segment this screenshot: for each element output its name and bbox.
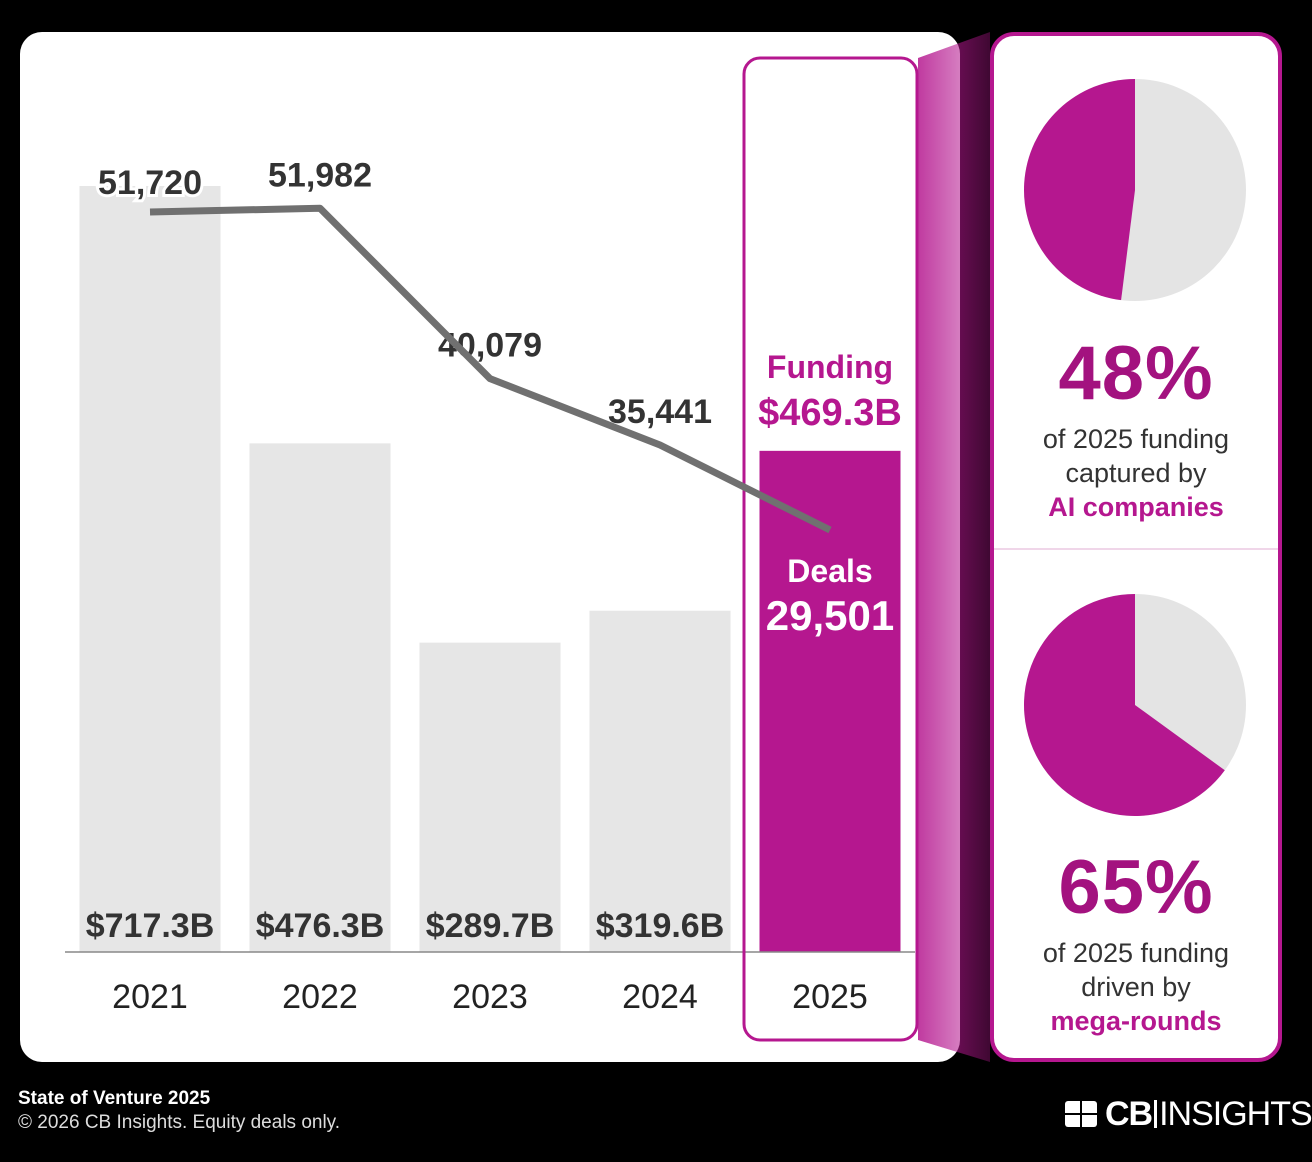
- deals-label-2022: 51,982: [268, 156, 372, 194]
- x-tick-2021: 2021: [112, 978, 188, 1016]
- highlight-connector: [918, 32, 990, 1062]
- cb-insights-logo: CB INSIGHTS: [1065, 1094, 1312, 1134]
- funding-bar-2022: [249, 443, 391, 952]
- deals-line: [149, 204, 832, 534]
- pie-slice-1: [1023, 79, 1135, 301]
- stat-ai-percent: 48%: [1058, 331, 1214, 416]
- footer-copyright: © 2026 CB Insights. Equity deals only.: [18, 1112, 341, 1133]
- stat-mega-line2: driven by: [1081, 972, 1191, 1002]
- stat-mega-percent: 65%: [1058, 845, 1214, 930]
- stat-mega-rounds: 65% of 2025 funding driven by mega-round…: [994, 850, 1278, 1038]
- x-tick-2024: 2024: [622, 978, 698, 1016]
- x-tick-2022: 2022: [282, 978, 358, 1016]
- funding-label-2021: $717.3B: [86, 907, 215, 945]
- stat-ai-line1: of 2025 funding: [1042, 424, 1230, 454]
- funding-label-2024: $319.6B: [596, 907, 725, 945]
- x-tick-2025: 2025: [792, 978, 868, 1016]
- deals-label-2024: 35,441: [608, 393, 712, 431]
- funding-bar-2023: [419, 642, 561, 952]
- cb-logo-icon: [1065, 1101, 1099, 1127]
- stats-divider: [994, 548, 1278, 550]
- logo-text-light: INSIGHTS: [1159, 1094, 1312, 1133]
- highlight-2025-frame: [742, 56, 919, 1042]
- funding-bar-2024: [589, 610, 731, 952]
- deals-label-2025: 29,501: [766, 592, 894, 639]
- deals-label-2021: 51,720: [98, 164, 202, 202]
- funding-title-2025: Funding: [767, 349, 893, 385]
- funding-label-2025: $469.3B: [758, 392, 902, 434]
- stat-mega-line1: of 2025 funding: [1042, 938, 1230, 968]
- deals-title-2025: Deals: [787, 553, 872, 589]
- stat-ai-accent: AI companies: [1048, 492, 1224, 522]
- stat-mega-accent: mega-rounds: [1050, 1006, 1222, 1036]
- funding-bar-2025: [759, 450, 901, 952]
- stat-ai-line2: captured by: [1065, 458, 1207, 488]
- funding-label-2022: $476.3B: [256, 907, 385, 945]
- stat-ai-companies: 48% of 2025 funding captured by AI compa…: [994, 336, 1278, 524]
- footer-title: State of Venture 2025: [18, 1088, 211, 1109]
- funding-bar-2021: [79, 186, 221, 952]
- funding-label-2023: $289.7B: [426, 907, 555, 945]
- logo-text-bold: CB: [1105, 1094, 1153, 1133]
- pie-slice-2: [1024, 594, 1225, 816]
- x-tick-2023: 2023: [452, 978, 528, 1016]
